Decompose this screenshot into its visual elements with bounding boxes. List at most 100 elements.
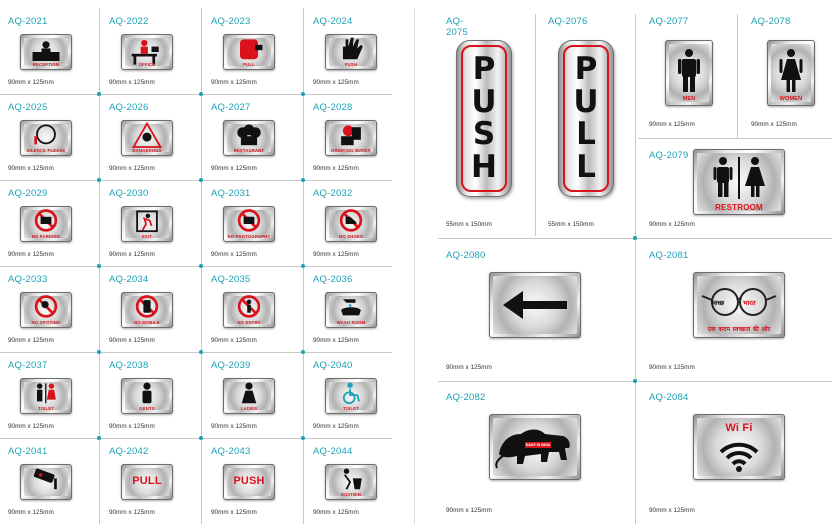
- no-camera-icon: [237, 209, 261, 232]
- product-card[interactable]: AQ-2025 SILENCE PLEASE 90mm x 125mm: [0, 86, 98, 172]
- product-code: AQ-2032: [313, 188, 353, 199]
- bharat-text: भारत: [743, 299, 756, 307]
- lion-icon: [495, 429, 570, 469]
- sign-label: LADIES: [240, 406, 258, 411]
- product-card[interactable]: AQ-2031 NO PHOTOGRAPHY 90mm x 125mm: [203, 172, 301, 258]
- grid-divider: [0, 180, 392, 181]
- swachh-tagline: एक कदम स्वच्छता की ओर: [707, 326, 771, 333]
- sign-plate: GENTS: [121, 378, 173, 414]
- product-card[interactable]: AQ-2029 NO PARKING 90mm x 125mm: [0, 172, 98, 258]
- product-card[interactable]: AQ-2022 OFFICE 90mm x 125mm: [101, 0, 199, 86]
- sign-plate: [20, 464, 72, 500]
- product-code: AQ-2075: [446, 16, 468, 38]
- product-size: 90mm x 125mm: [8, 337, 54, 344]
- product-card[interactable]: AQ-2038 GENTS 90mm x 125mm: [101, 344, 199, 430]
- product-card[interactable]: AQ-2037 TOILET 90mm x 125mm: [0, 344, 98, 430]
- product-card[interactable]: AQ-2024 PUSH 90mm x 125mm: [305, 0, 403, 86]
- product-code: AQ-2084: [649, 392, 689, 403]
- product-code: AQ-2033: [8, 274, 48, 285]
- wifi-label: Wi Fi: [725, 422, 753, 434]
- no-mobile-icon: [135, 295, 159, 318]
- product-code: AQ-2043: [211, 446, 251, 457]
- reception-desk-icon: [32, 41, 60, 61]
- product-card[interactable]: AQ-2042 PULL 90mm x 125mm: [101, 430, 199, 516]
- sign-plate: LADIES: [223, 378, 275, 414]
- make-in-india-text: MAKE IN INDIA: [525, 443, 551, 447]
- grid-dot: [301, 178, 305, 182]
- product-card[interactable]: AQ-2027 RESTAURANT 90mm x 125mm: [203, 86, 301, 172]
- grid-divider: [0, 266, 392, 267]
- grid-dot: [199, 264, 203, 268]
- product-code: AQ-2022: [109, 16, 149, 27]
- sign-plate: NO SPITTING: [20, 292, 72, 328]
- grid-dot: [97, 350, 101, 354]
- sign-label: WASH ROOM: [336, 320, 366, 325]
- grid-dot: [633, 236, 637, 240]
- sign-letter: U: [573, 83, 599, 120]
- product-code: AQ-2078: [751, 16, 791, 27]
- product-card[interactable]: AQ-2041 90mm x 125mm: [0, 430, 98, 516]
- spectacles-icon: [701, 288, 777, 316]
- product-card[interactable]: AQ-2021 RECEPTION 90mm x 125mm: [0, 0, 98, 86]
- grid-dot: [97, 178, 101, 182]
- cctv-camera-icon: [33, 468, 57, 490]
- product-card[interactable]: AQ-2032 NO SHOES 90mm x 125mm: [305, 172, 403, 258]
- product-card[interactable]: AQ-2039 LADIES 90mm x 125mm: [203, 344, 301, 430]
- grid-divider: [635, 14, 636, 524]
- no-shoes-icon: [339, 209, 363, 232]
- sign-label: WOMEN: [779, 96, 803, 102]
- product-card[interactable]: AQ-2044 DUSTBIN 90mm x 125mm: [305, 430, 403, 516]
- product-size: 90mm x 125mm: [751, 121, 797, 128]
- product-size: 90mm x 125mm: [446, 364, 492, 371]
- product-code: AQ-2034: [109, 274, 149, 285]
- product-code: AQ-2036: [313, 274, 353, 285]
- grid-divider: [535, 14, 536, 236]
- sign-label: TOILET: [37, 406, 54, 411]
- swachh-bharat-sign: स्वच्छ भारत एक कदम स्वच्छता की ओर: [693, 272, 785, 338]
- product-card[interactable]: AQ-2036 WASH ROOM 90mm x 125mm: [305, 258, 403, 344]
- woman-icon: [241, 382, 257, 404]
- grid-dot: [301, 436, 305, 440]
- product-card[interactable]: AQ-2035 NO ENTRY 90mm x 125mm: [203, 258, 301, 344]
- product-size: 90mm x 125mm: [313, 423, 359, 430]
- product-code: AQ-2031: [211, 188, 251, 199]
- sign-plate: EXIT: [121, 206, 173, 242]
- product-card[interactable]: AQ-2034 NO MOBILE 90mm x 125mm: [101, 258, 199, 344]
- product-code: AQ-2021: [8, 16, 48, 27]
- exit-running-man-icon: [136, 210, 158, 233]
- grid-dot: [301, 350, 305, 354]
- product-card[interactable]: AQ-2030 EXIT 90mm x 125mm: [101, 172, 199, 258]
- danger-skull-icon: [131, 121, 163, 148]
- product-code: AQ-2076: [548, 16, 588, 27]
- dustbin-icon: [343, 468, 362, 490]
- sign-plate: OFFICE: [121, 34, 173, 70]
- wifi-sign: Wi Fi: [693, 414, 785, 480]
- sign-letter: P: [574, 51, 598, 87]
- wifi-icon: [719, 442, 759, 472]
- product-size: 90mm x 125mm: [8, 251, 54, 258]
- product-size: 90mm x 125mm: [313, 509, 359, 516]
- product-card[interactable]: AQ-2033 NO SPITTING 90mm x 125mm: [0, 258, 98, 344]
- product-code: AQ-2039: [211, 360, 251, 371]
- no-spitting-icon: [34, 295, 58, 318]
- wheelchair-icon: [342, 382, 360, 405]
- sign-letter: L: [576, 148, 596, 185]
- grid-divider: [638, 138, 832, 139]
- product-card[interactable]: AQ-2040 TOILET 90mm x 125mm: [305, 344, 403, 430]
- product-size: 90mm x 125mm: [211, 337, 257, 344]
- sign-label: PULL: [132, 475, 162, 487]
- sign-label: GENTS: [139, 406, 155, 411]
- product-card[interactable]: AQ-2028 DRINKING WATER 90mm x 125mm: [305, 86, 403, 172]
- make-in-india-sign: MAKE IN INDIA: [489, 414, 581, 480]
- sign-label: MEN: [682, 96, 696, 102]
- sign-letter: P: [472, 51, 496, 87]
- product-code: AQ-2077: [649, 16, 689, 27]
- product-size: 90mm x 125mm: [649, 364, 695, 371]
- product-card[interactable]: AQ-2043 PUSH 90mm x 125mm: [203, 430, 301, 516]
- product-size: 90mm x 125mm: [313, 337, 359, 344]
- sign-plate: PULL: [223, 34, 275, 70]
- product-card[interactable]: AQ-2026 DANGEROUS 90mm x 125mm: [101, 86, 199, 172]
- product-card[interactable]: AQ-2023 PULL 90mm x 125mm: [203, 0, 301, 86]
